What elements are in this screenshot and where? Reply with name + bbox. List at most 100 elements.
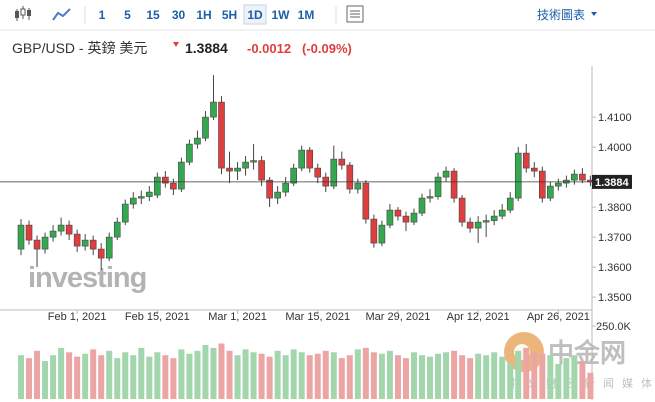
candle-body bbox=[274, 191, 281, 199]
volume-bar bbox=[298, 352, 305, 399]
volume-bar bbox=[202, 344, 209, 399]
candle-body bbox=[402, 215, 410, 223]
volume-bar bbox=[322, 350, 329, 399]
tech-chart-link[interactable]: 技術圖表 bbox=[537, 8, 585, 22]
volume-bar bbox=[130, 355, 137, 399]
candle-body bbox=[17, 224, 25, 250]
candle-body bbox=[426, 196, 434, 199]
last-price-label: 1.3884 bbox=[595, 177, 630, 189]
interval-button[interactable]: 1W bbox=[272, 8, 291, 22]
candle-body bbox=[482, 220, 490, 223]
x-tick-label: Feb 1, 2021 bbox=[48, 311, 107, 323]
volume-bar bbox=[234, 355, 241, 399]
volume-bar bbox=[114, 358, 121, 399]
line-icon[interactable] bbox=[52, 8, 71, 21]
candle-body bbox=[330, 158, 338, 187]
x-tick-label: Mar 1, 2021 bbox=[208, 311, 267, 323]
volume-bar bbox=[74, 356, 81, 399]
interval-button[interactable]: 15 bbox=[146, 8, 160, 22]
volume-bar bbox=[50, 355, 57, 399]
volume-bar bbox=[170, 358, 177, 399]
candle-body bbox=[346, 164, 354, 190]
change: -0.0012 bbox=[247, 41, 291, 56]
y-tick-label: 1.4000 bbox=[598, 142, 632, 154]
candle-body bbox=[121, 203, 129, 223]
candle-icon[interactable] bbox=[15, 6, 31, 21]
candle-body bbox=[57, 224, 65, 232]
volume-bar bbox=[443, 352, 450, 399]
candle-body bbox=[434, 176, 442, 197]
volume-bar bbox=[178, 349, 185, 399]
candle-body bbox=[442, 170, 450, 178]
volume-bar bbox=[242, 349, 249, 399]
candle-body bbox=[250, 160, 257, 163]
candle-body bbox=[410, 212, 418, 223]
volume-bar bbox=[394, 355, 401, 399]
candle-body bbox=[266, 179, 273, 199]
interval-button[interactable]: 5 bbox=[124, 8, 131, 22]
price: 1.3884 bbox=[185, 40, 228, 56]
candle-body bbox=[386, 209, 394, 226]
candle-body bbox=[138, 196, 145, 199]
interval-button[interactable]: 1M bbox=[298, 8, 315, 22]
volume-bar bbox=[459, 355, 466, 399]
candle-body bbox=[41, 236, 49, 250]
candle-body bbox=[514, 152, 522, 199]
volume-bar bbox=[571, 355, 578, 399]
interval-button[interactable]: 30 bbox=[172, 8, 186, 22]
interval-button[interactable]: 1H bbox=[196, 8, 211, 22]
volume-bar bbox=[58, 347, 65, 399]
x-tick-label: Mar 29, 2021 bbox=[366, 311, 431, 323]
volume-bar bbox=[419, 355, 425, 399]
volume-bar bbox=[82, 353, 89, 399]
interval-button[interactable]: 1D bbox=[247, 8, 263, 22]
candle-body bbox=[538, 170, 546, 199]
candle-body bbox=[555, 182, 562, 187]
candle-body bbox=[146, 191, 153, 197]
candle-body bbox=[370, 218, 378, 244]
candle-body bbox=[194, 137, 201, 145]
change-percent: (-0.09%) bbox=[302, 41, 352, 56]
x-tick-label: Apr 12, 2021 bbox=[447, 311, 510, 323]
volume-bar bbox=[194, 350, 201, 399]
last-price-box bbox=[592, 174, 632, 189]
candle-body bbox=[579, 173, 586, 181]
candle-body bbox=[129, 197, 137, 205]
volume-bar bbox=[451, 350, 458, 399]
volume-bar bbox=[90, 349, 97, 399]
volume-bar bbox=[410, 352, 417, 399]
candle-body bbox=[547, 185, 554, 199]
candle-body bbox=[354, 182, 362, 190]
volume-bar bbox=[555, 363, 562, 399]
x-tick-label: Feb 15, 2021 bbox=[125, 311, 190, 323]
candle-body bbox=[258, 160, 265, 181]
candle-body bbox=[362, 182, 370, 220]
candle-body bbox=[298, 149, 306, 169]
volume-bar bbox=[427, 356, 434, 399]
candle-body bbox=[65, 224, 73, 235]
candle-body bbox=[490, 215, 498, 221]
volume-bar bbox=[539, 353, 546, 399]
interval-button[interactable]: 1 bbox=[99, 8, 106, 22]
volume-bar bbox=[34, 350, 41, 399]
candle-body bbox=[162, 176, 169, 184]
candle-body bbox=[89, 239, 97, 250]
candle-body bbox=[170, 182, 177, 190]
candle-body bbox=[306, 149, 314, 169]
candle-body bbox=[234, 167, 241, 172]
volume-bar bbox=[346, 355, 353, 399]
settings-icon[interactable] bbox=[346, 5, 364, 23]
volume-bar bbox=[274, 350, 281, 399]
volume-bar bbox=[386, 350, 393, 399]
candle-body bbox=[33, 239, 41, 250]
volume-bar bbox=[587, 372, 594, 399]
volume-bar bbox=[146, 356, 153, 399]
candle-body bbox=[530, 167, 538, 172]
candle-body bbox=[466, 221, 474, 229]
candle-body bbox=[25, 224, 33, 241]
volume-bar bbox=[210, 347, 217, 399]
interval-button[interactable]: 5H bbox=[222, 8, 237, 22]
volume-bar bbox=[186, 353, 193, 399]
dropdown-arrow[interactable] bbox=[591, 12, 597, 16]
